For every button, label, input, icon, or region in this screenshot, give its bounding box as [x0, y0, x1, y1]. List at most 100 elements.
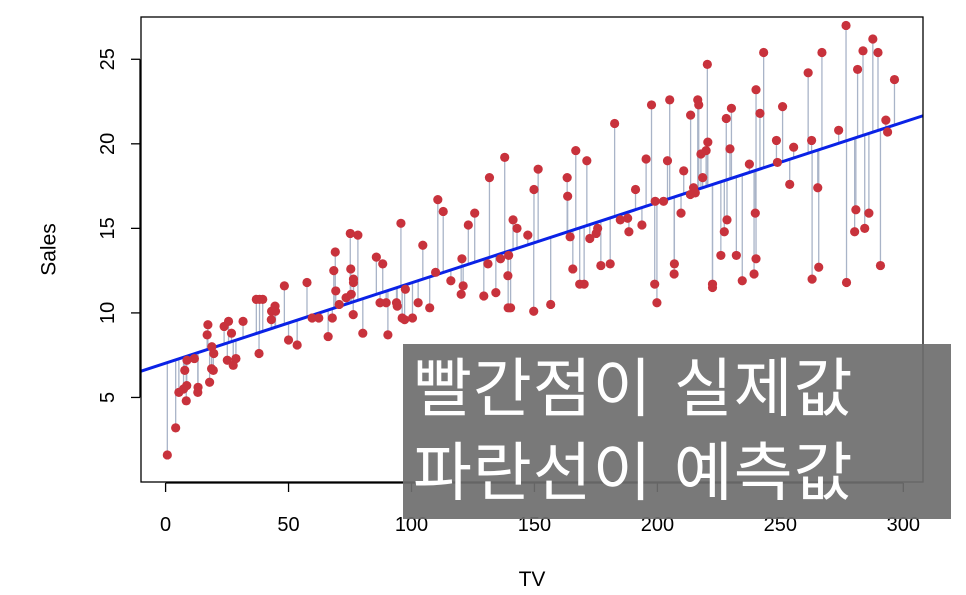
data-point [456, 289, 466, 299]
data-point [721, 113, 731, 124]
data-point [744, 159, 754, 169]
data-point [860, 223, 870, 233]
data-point [755, 108, 765, 118]
caption-overlay: 빨간점이 실제값 파란선이 예측값 [403, 344, 951, 519]
data-point [751, 85, 761, 95]
data-point [785, 179, 795, 189]
data-point [314, 313, 324, 323]
data-point [562, 173, 572, 183]
data-point [637, 220, 647, 230]
data-point [400, 315, 410, 325]
data-point [193, 382, 203, 392]
data-point [279, 281, 289, 291]
data-point [803, 68, 813, 78]
data-point [418, 240, 428, 250]
data-point [348, 310, 358, 320]
data-point [623, 213, 633, 223]
data-point [484, 173, 495, 183]
data-point [180, 365, 190, 375]
data-point [523, 230, 533, 240]
data-point [646, 100, 657, 110]
data-point [759, 47, 769, 58]
data-point [223, 316, 234, 326]
data-point [771, 135, 782, 146]
data-point [615, 215, 625, 225]
y-tick-label: 5 [97, 392, 119, 403]
data-point [868, 34, 878, 44]
y-tick-label: 25 [97, 48, 119, 70]
data-point [258, 294, 268, 304]
data-point [463, 220, 473, 230]
data-point [669, 259, 679, 269]
data-point [270, 306, 281, 316]
data-point [873, 47, 883, 58]
data-point [371, 252, 381, 262]
data-point [345, 228, 355, 239]
data-point [330, 247, 340, 257]
data-point [438, 206, 448, 217]
data-point [624, 227, 634, 237]
caption-line-2: 파란선이 예측값 [413, 437, 854, 511]
data-point [238, 316, 248, 326]
data-point [850, 227, 860, 237]
data-point [209, 348, 219, 359]
data-point [679, 166, 689, 176]
data-point [858, 46, 868, 56]
data-point [864, 208, 874, 218]
data-point [508, 215, 518, 225]
data-point [585, 233, 595, 244]
data-point [457, 254, 467, 264]
data-point [807, 135, 817, 146]
x-tick-label: 50 [277, 514, 299, 536]
data-point [605, 259, 615, 269]
x-axis-title: TV [519, 568, 546, 591]
data-point [329, 266, 339, 276]
data-point [582, 156, 592, 166]
data-point [504, 250, 514, 261]
x-tick-label: 250 [764, 514, 797, 536]
data-point [392, 301, 402, 311]
data-point [353, 230, 363, 240]
data-point [171, 423, 181, 433]
data-point [203, 320, 213, 330]
data-point [331, 286, 341, 296]
data-point [726, 103, 737, 113]
data-point [358, 328, 368, 338]
data-point [433, 195, 443, 205]
data-point [650, 279, 660, 289]
data-point [231, 353, 241, 364]
data-point [503, 271, 513, 281]
data-points [162, 20, 900, 460]
data-point [716, 250, 726, 261]
data-point [396, 218, 406, 228]
data-point [579, 279, 589, 289]
data-point [814, 262, 824, 272]
data-point [610, 118, 620, 129]
data-point [725, 144, 735, 154]
data-point [470, 208, 480, 218]
data-point [652, 298, 662, 308]
data-point [182, 381, 192, 391]
data-point [722, 215, 732, 225]
data-point [205, 377, 215, 387]
data-point [383, 330, 393, 340]
y-axis: 5 10 15 20 25 [97, 48, 141, 403]
data-point [529, 184, 539, 195]
x-tick-label: 200 [641, 514, 674, 536]
data-point [817, 47, 827, 58]
data-point [202, 330, 212, 340]
data-point [413, 298, 423, 308]
data-point [189, 353, 199, 364]
data-point [749, 269, 759, 279]
data-point [703, 137, 713, 147]
y-tick-label: 20 [97, 133, 119, 155]
data-point [875, 260, 886, 271]
data-point [596, 260, 606, 271]
data-point [841, 20, 851, 31]
data-point [701, 145, 711, 156]
data-point [834, 125, 844, 135]
caption-line-1: 빨간점이 실제값 [413, 353, 854, 427]
data-point [852, 64, 863, 75]
x-tick-label: 100 [395, 514, 428, 536]
data-point [292, 340, 302, 350]
